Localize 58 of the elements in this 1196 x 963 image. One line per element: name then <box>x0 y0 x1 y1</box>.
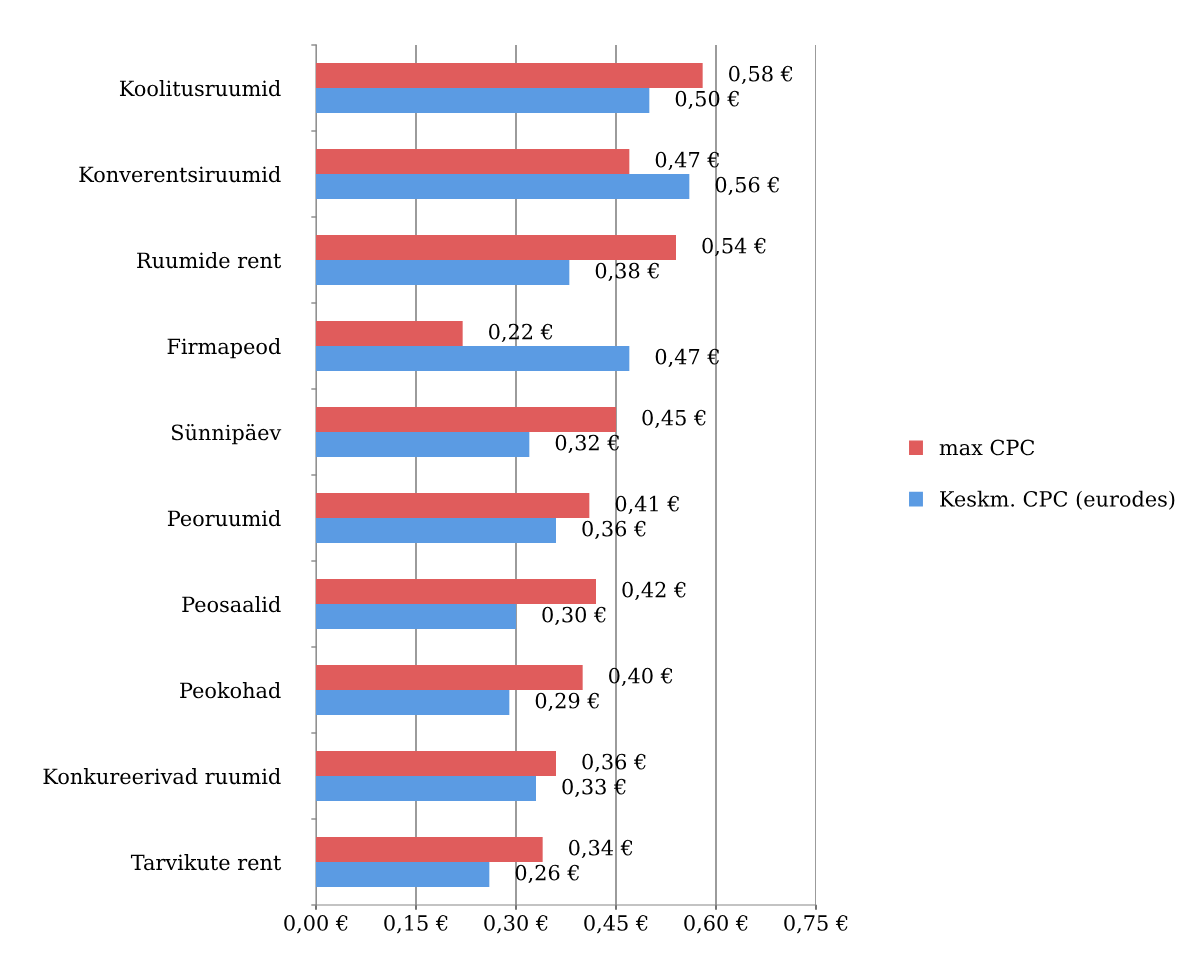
bar <box>316 776 536 801</box>
data-label: 0,26 € <box>515 864 579 884</box>
bar <box>316 837 543 862</box>
data-label: 0,34 € <box>569 839 633 859</box>
bar <box>316 862 490 887</box>
bar <box>316 751 556 776</box>
bar <box>316 346 630 371</box>
bar <box>316 407 616 432</box>
bar <box>316 88 650 113</box>
y-tick-label: Konverentsiruumid <box>79 166 281 183</box>
data-label: 0,32 € <box>555 434 619 454</box>
data-label: 0,36 € <box>582 520 646 540</box>
data-label: 0,47 € <box>655 151 719 171</box>
bar <box>316 604 516 629</box>
x-tick-label: 0,75 € <box>784 915 848 934</box>
data-label: 0,50 € <box>675 90 739 110</box>
bar <box>316 63 703 88</box>
bar <box>316 493 590 518</box>
x-tick-label: 0,45 € <box>584 915 648 934</box>
y-tick-label: Tarvikute rent <box>130 854 282 871</box>
data-label: 0,45 € <box>642 409 706 429</box>
data-label: 0,58 € <box>729 65 793 85</box>
y-tick-label: Koolitusruumid <box>119 80 281 97</box>
bar <box>316 321 463 346</box>
x-tick-label: 0,30 € <box>484 915 548 934</box>
x-tick-label: 0,00 € <box>284 915 348 934</box>
y-tick-label: Konkureerivad ruumid <box>43 768 281 785</box>
bar <box>316 260 570 285</box>
x-tick-label: 0,60 € <box>684 915 748 934</box>
bar <box>316 149 630 174</box>
data-label: 0,33 € <box>562 778 626 798</box>
y-tick-label: Sünnipäev <box>171 424 282 445</box>
data-label: 0,29 € <box>535 692 599 712</box>
data-label: 0,41 € <box>615 495 679 515</box>
legend-label: max CPC <box>939 439 1035 456</box>
data-label: 0,22 € <box>489 323 553 343</box>
y-tick-label: Peosaalid <box>182 596 281 613</box>
bar <box>316 174 690 199</box>
data-label: 0,40 € <box>609 667 673 687</box>
bar <box>316 665 583 690</box>
data-label: 0,36 € <box>582 753 646 773</box>
data-label: 0,56 € <box>715 176 779 196</box>
x-tick-label: 0,15 € <box>384 915 448 934</box>
bar <box>316 432 530 457</box>
y-tick-label: Firmapeod <box>167 338 281 359</box>
data-label: 0,54 € <box>702 237 766 257</box>
bar <box>316 579 596 604</box>
bar <box>316 690 510 715</box>
y-tick-label: Peokohad <box>180 682 281 699</box>
bar <box>316 518 556 543</box>
bar <box>316 235 676 260</box>
data-label: 0,30 € <box>542 606 606 626</box>
y-tick-label: Peoruumid <box>167 510 281 527</box>
legend-label: Keskm. CPC (eurodes) <box>940 490 1175 510</box>
data-label: 0,38 € <box>595 262 659 282</box>
data-label: 0,42 € <box>622 581 686 601</box>
y-tick-label: Ruumide rent <box>137 252 282 269</box>
data-label: 0,47 € <box>655 348 719 368</box>
